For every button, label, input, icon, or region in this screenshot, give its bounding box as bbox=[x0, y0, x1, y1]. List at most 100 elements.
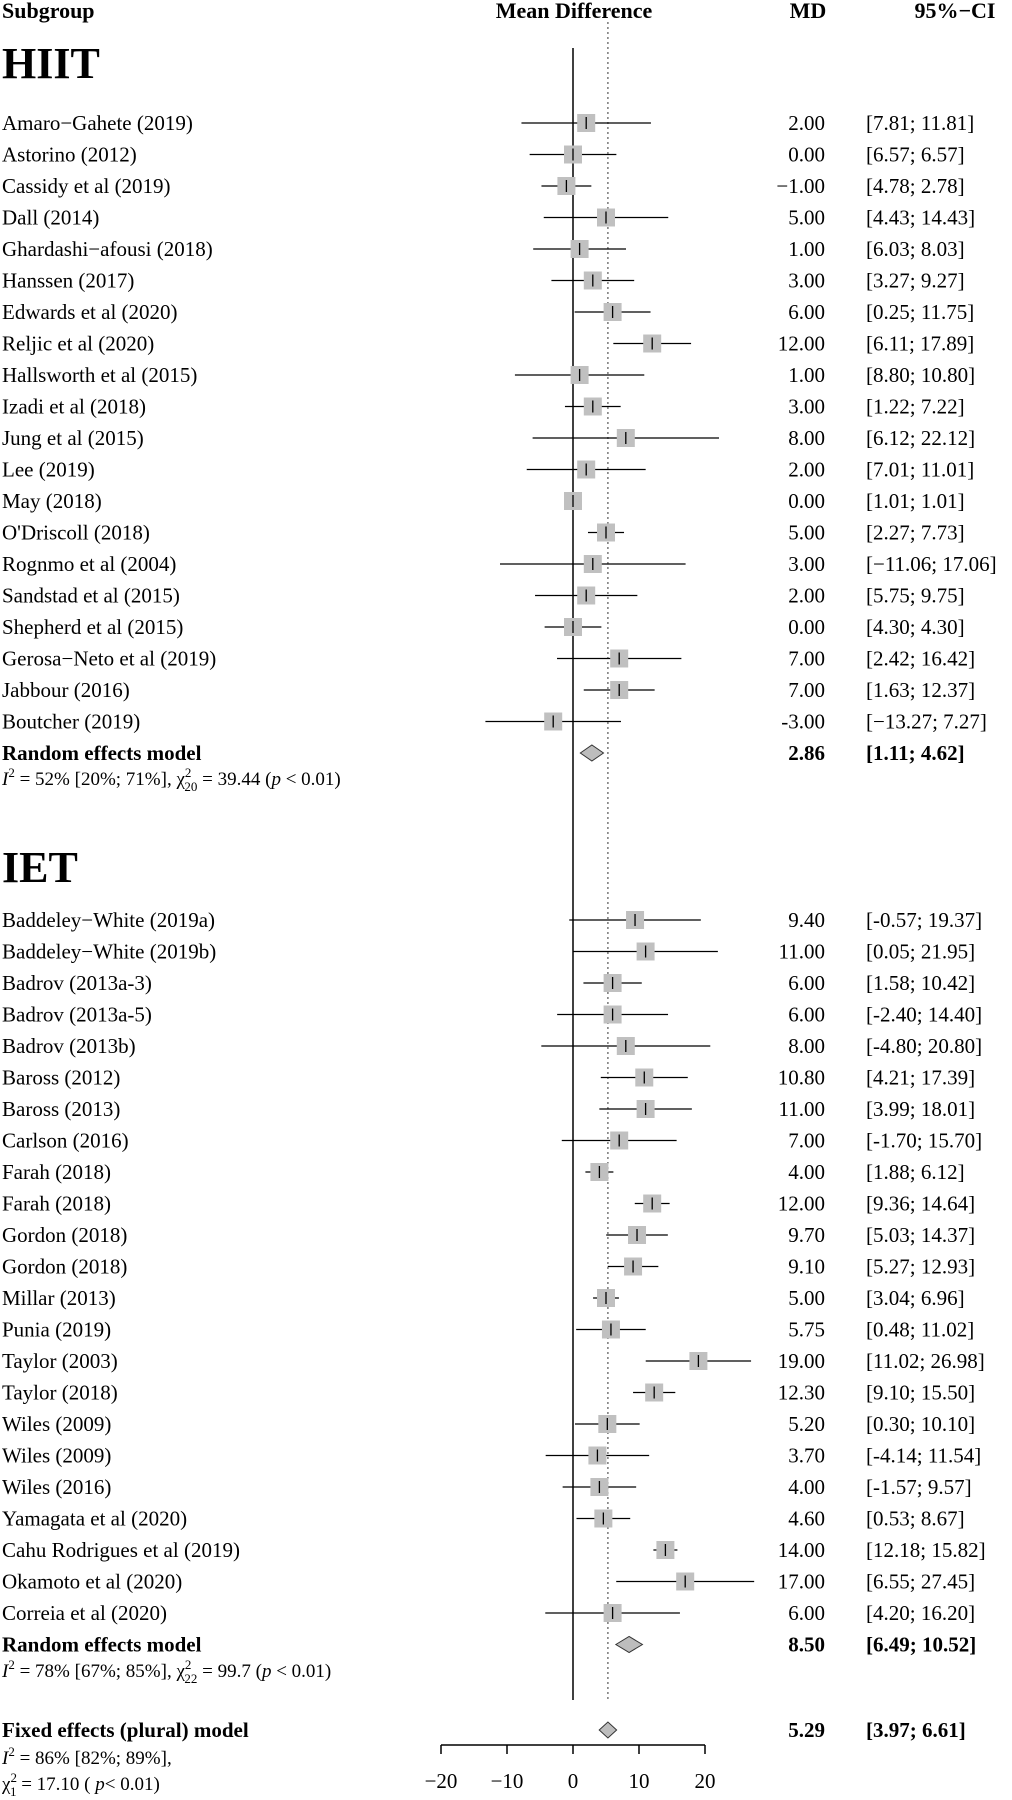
study-label: Okamoto et al (2020) bbox=[2, 1570, 182, 1594]
ci-value: [7.01; 11.01] bbox=[866, 458, 974, 482]
study-label: Punia (2019) bbox=[2, 1318, 111, 1342]
ci-value: [1.63; 12.37] bbox=[866, 678, 975, 702]
study-label: Badrov (2013b) bbox=[2, 1034, 136, 1058]
md-value: 4.00 bbox=[788, 1475, 825, 1499]
study-label: Wiles (2009) bbox=[2, 1444, 111, 1468]
md-value: 7.00 bbox=[788, 647, 825, 671]
summary-label: Random effects model bbox=[2, 1633, 202, 1657]
ci-value: [9.36; 14.64] bbox=[866, 1192, 975, 1216]
ci-value: [-4.14; 11.54] bbox=[866, 1444, 981, 1468]
md-value: 7.00 bbox=[788, 1129, 825, 1153]
ci-value: [−13.27; 7.27] bbox=[866, 710, 987, 734]
ci-value: [0.48; 11.02] bbox=[866, 1318, 974, 1342]
study-label: Badrov (2013a-5) bbox=[2, 1003, 152, 1027]
ci-value: [4.21; 17.39] bbox=[866, 1066, 975, 1090]
ci-value: [4.43; 14.43] bbox=[866, 206, 975, 230]
md-value: 5.00 bbox=[788, 1286, 825, 1310]
study-label: Millar (2013) bbox=[2, 1286, 116, 1310]
study-label: Carlson (2016) bbox=[2, 1129, 129, 1153]
overall-md-value: 5.29 bbox=[788, 1718, 825, 1742]
ci-value: [6.12; 22.12] bbox=[866, 426, 975, 450]
study-label: Cahu Rodrigues et al (2019) bbox=[2, 1538, 240, 1562]
md-value: 0.00 bbox=[788, 615, 825, 639]
column-headers: Subgroup Mean Difference MD 95%−CI bbox=[2, 0, 996, 23]
ci-value: [1.01; 1.01] bbox=[866, 489, 965, 513]
md-value: 4.00 bbox=[788, 1160, 825, 1184]
ci-value: [7.81; 11.81] bbox=[866, 111, 974, 135]
ci-value: [2.42; 16.42] bbox=[866, 647, 975, 671]
md-value: 9.70 bbox=[788, 1223, 825, 1247]
study-label: Astorino (2012) bbox=[2, 143, 137, 167]
md-value: 11.00 bbox=[779, 1097, 825, 1121]
md-value: 17.00 bbox=[778, 1570, 825, 1594]
md-value: 10.80 bbox=[778, 1066, 825, 1090]
study-label: Edwards et al (2020) bbox=[2, 300, 178, 324]
header-ci: 95%−CI bbox=[915, 0, 996, 23]
md-value: 6.00 bbox=[788, 971, 825, 995]
ci-value: [−11.06; 17.06] bbox=[866, 552, 997, 576]
ci-value: [1.88; 6.12] bbox=[866, 1160, 965, 1184]
study-label: Taylor (2018) bbox=[2, 1381, 118, 1405]
header-subgroup: Subgroup bbox=[2, 0, 95, 23]
study-label: Cassidy et al (2019) bbox=[2, 174, 171, 198]
study-label: Wiles (2009) bbox=[2, 1412, 111, 1436]
md-value: 2.00 bbox=[788, 458, 825, 482]
study-label: Baddeley−White (2019b) bbox=[2, 940, 216, 964]
study-label: Badrov (2013a-3) bbox=[2, 971, 152, 995]
md-value: 9.10 bbox=[788, 1255, 825, 1279]
md-value: 12.30 bbox=[778, 1381, 825, 1405]
study-label: Boutcher (2019) bbox=[2, 710, 140, 734]
ci-value: [0.53; 8.67] bbox=[866, 1507, 965, 1531]
study-label: Baross (2013) bbox=[2, 1097, 120, 1121]
summary-md-value: 8.50 bbox=[788, 1633, 825, 1657]
md-value: 0.00 bbox=[788, 143, 825, 167]
study-label: Farah (2018) bbox=[2, 1160, 111, 1184]
md-value: 1.00 bbox=[788, 363, 825, 387]
study-label: Ghardashi−afousi (2018) bbox=[2, 237, 213, 261]
x-tick-label: 20 bbox=[695, 1769, 716, 1793]
ci-value: [6.55; 27.45] bbox=[866, 1570, 975, 1594]
md-value: 5.00 bbox=[788, 206, 825, 230]
ci-value: [4.78; 2.78] bbox=[866, 174, 965, 198]
ci-value: [-4.80; 20.80] bbox=[866, 1034, 982, 1058]
md-value: 19.00 bbox=[778, 1349, 825, 1373]
study-label: Taylor (2003) bbox=[2, 1349, 118, 1373]
md-value: 0.00 bbox=[788, 489, 825, 513]
ci-value: [3.27; 9.27] bbox=[866, 269, 965, 293]
md-value: 5.20 bbox=[788, 1412, 825, 1436]
study-label: Jabbour (2016) bbox=[2, 678, 130, 702]
x-tick-label: 0 bbox=[568, 1769, 579, 1793]
heterogeneity-text: I2 = 78% [67%; 85%], χ2 22 = 99.7 (p < 0.… bbox=[1, 1657, 331, 1686]
ci-value: [2.27; 7.73] bbox=[866, 521, 965, 545]
ci-value: [12.18; 15.82] bbox=[866, 1538, 986, 1562]
study-label: Amaro−Gahete (2019) bbox=[2, 111, 193, 135]
ci-value: [4.30; 4.30] bbox=[866, 615, 965, 639]
md-value: 2.00 bbox=[788, 584, 825, 608]
study-label: Baddeley−White (2019a) bbox=[2, 908, 215, 932]
study-label: Gerosa−Neto et al (2019) bbox=[2, 647, 216, 671]
ci-value: [1.58; 10.42] bbox=[866, 971, 975, 995]
ci-value: [5.03; 14.37] bbox=[866, 1223, 975, 1247]
ci-value: [-2.40; 14.40] bbox=[866, 1003, 982, 1027]
study-label: Gordon (2018) bbox=[2, 1255, 127, 1279]
ci-value: [0.30; 10.10] bbox=[866, 1412, 975, 1436]
ci-value: [-0.57; 19.37] bbox=[866, 908, 982, 932]
study-label: Hanssen (2017) bbox=[2, 269, 134, 293]
md-value: 3.00 bbox=[788, 552, 825, 576]
ci-value: [-1.70; 15.70] bbox=[866, 1129, 982, 1153]
summary-label: Random effects model bbox=[2, 741, 202, 765]
summary-diamond bbox=[579, 744, 605, 762]
md-value: 3.70 bbox=[788, 1444, 825, 1468]
md-value: 14.00 bbox=[778, 1538, 825, 1562]
study-label: Yamagata et al (2020) bbox=[2, 1507, 187, 1531]
md-value: 12.00 bbox=[778, 1192, 825, 1216]
md-value: 7.00 bbox=[788, 678, 825, 702]
x-tick-label: −20 bbox=[425, 1769, 458, 1793]
ci-value: [-1.57; 9.57] bbox=[866, 1475, 972, 1499]
ci-value: [8.80; 10.80] bbox=[866, 363, 975, 387]
overall-heterogeneity-line1: I2 = 86% [82%; 89%], bbox=[1, 1744, 172, 1769]
ci-value: [5.27; 12.93] bbox=[866, 1255, 975, 1279]
study-label: Jung et al (2015) bbox=[2, 426, 144, 450]
md-value: 4.60 bbox=[788, 1507, 825, 1531]
